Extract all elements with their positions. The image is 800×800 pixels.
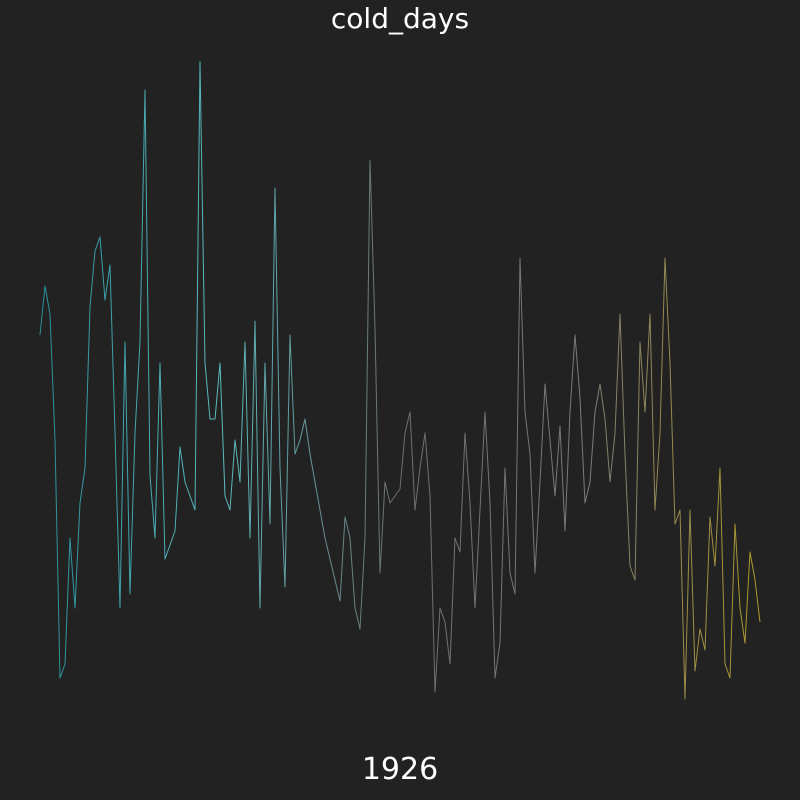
series-line-0 bbox=[39, 61, 761, 700]
year-label: 1926 bbox=[361, 752, 439, 787]
series-layer bbox=[39, 61, 761, 700]
chart-title: cold_days bbox=[330, 2, 470, 35]
